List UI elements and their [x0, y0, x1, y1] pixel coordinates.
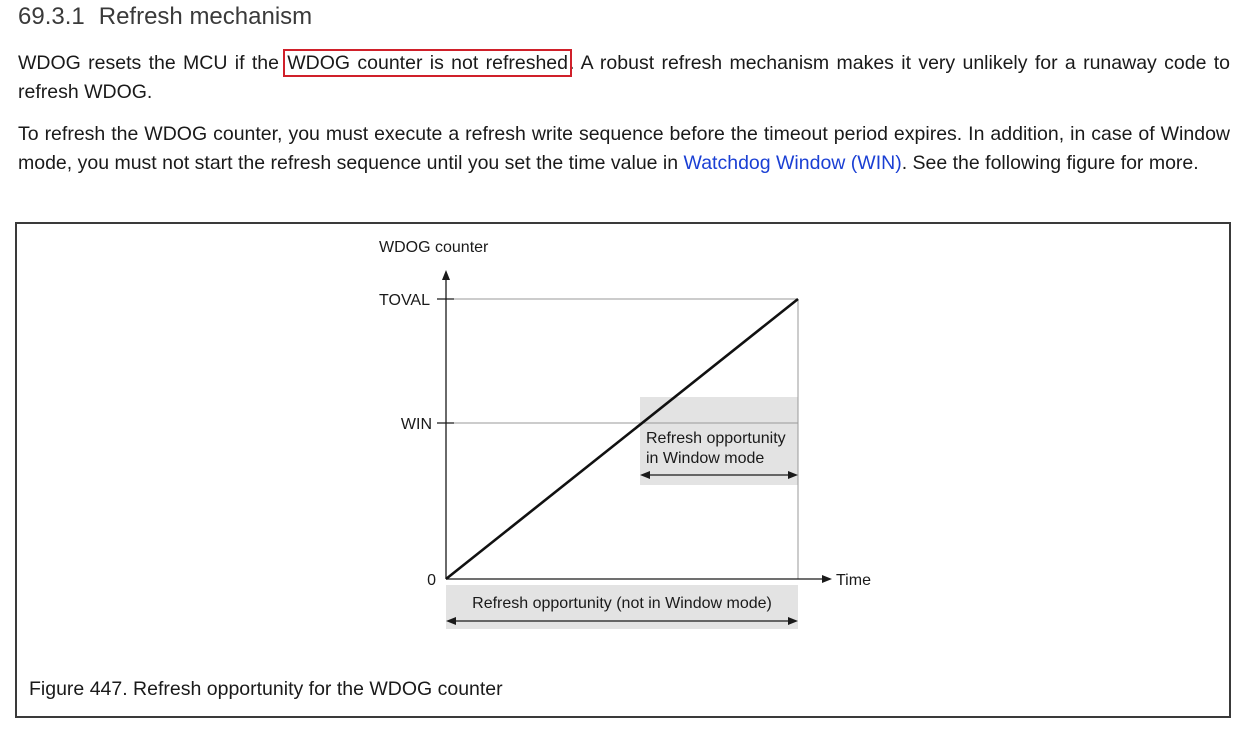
section-heading: 69.3.1 Refresh mechanism	[18, 3, 312, 31]
y-axis-arrowhead	[442, 270, 450, 280]
normal-mode-label: Refresh opportunity (not in Window mode)	[472, 595, 772, 612]
normal-mode-arrow-right	[788, 617, 798, 625]
section-number: 69.3.1	[18, 3, 85, 30]
toval-label: TOVAL	[379, 292, 430, 309]
window-mode-arrow-left	[640, 471, 650, 479]
highlighted-phrase: WDOG counter is not refreshed	[283, 49, 572, 77]
paragraph1-text-after: . A robust refresh mechanism makes it ve…	[18, 52, 1230, 103]
x-axis-arrowhead	[822, 575, 832, 583]
x-axis-title: Time	[836, 572, 871, 589]
paragraph2-text-after: . See the following figure for more.	[901, 152, 1199, 174]
paragraph1-text-before: WDOG resets the MCU if the	[18, 52, 287, 74]
win-label: WIN	[401, 416, 432, 433]
refresh-diagram: WDOG counter TOVAL WIN 0 Time Refresh op…	[379, 239, 871, 629]
window-mode-arrow-right	[788, 471, 798, 479]
window-mode-label-line1: Refresh opportunity	[646, 430, 786, 447]
paragraph-refresh-intro: WDOG resets the MCU if the WDOG counter …	[18, 49, 1230, 107]
normal-mode-arrow-left	[446, 617, 456, 625]
window-mode-region	[640, 397, 798, 485]
paragraph-refresh-sequence: To refresh the WDOG counter, you must ex…	[18, 120, 1230, 178]
watchdog-window-link[interactable]: Watchdog Window (WIN)	[683, 152, 902, 174]
y-axis-title: WDOG counter	[379, 239, 489, 256]
window-mode-label-line2: in Window mode	[646, 450, 764, 467]
figure-caption: Figure 447. Refresh opportunity for the …	[29, 678, 503, 700]
counter-ramp-line	[445, 297, 799, 581]
zero-label: 0	[427, 572, 436, 589]
figure-frame: WDOG counter TOVAL WIN 0 Time Refresh op…	[15, 222, 1231, 718]
paragraph2-text-before: To refresh the WDOG counter, you must ex…	[18, 123, 1230, 174]
normal-mode-region	[446, 585, 798, 629]
section-title: Refresh mechanism	[98, 3, 313, 30]
